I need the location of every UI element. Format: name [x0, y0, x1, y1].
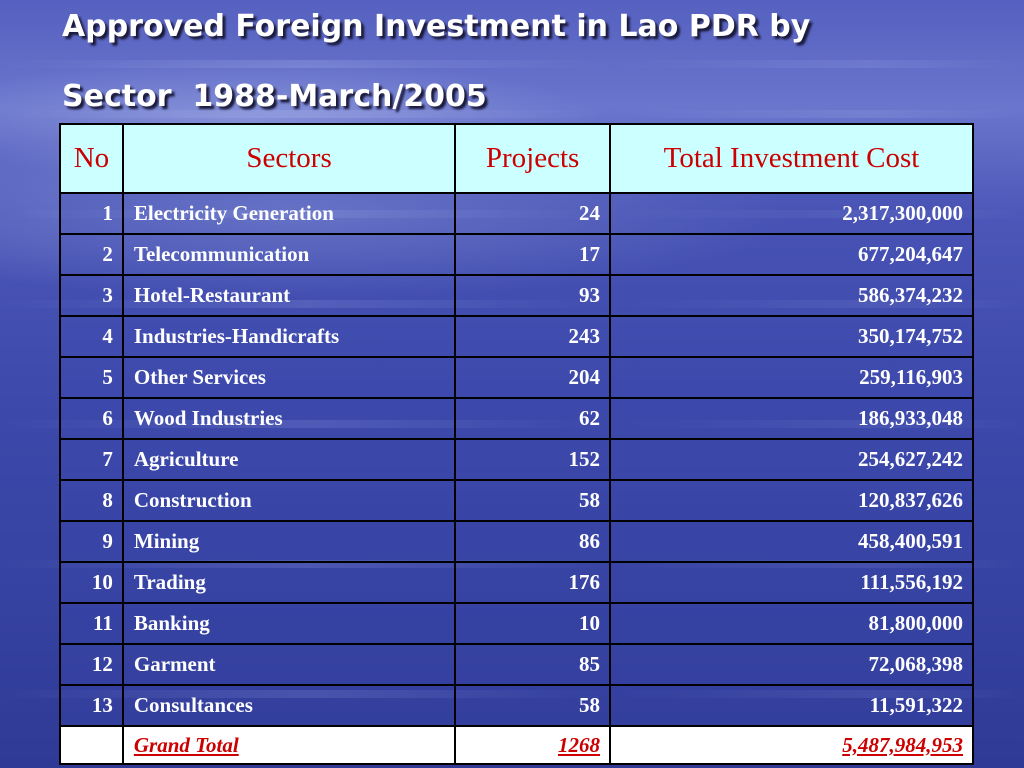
row-cost: 586,374,232: [608, 274, 975, 317]
row-sector: Industries-Handicrafts: [121, 315, 457, 358]
row-projects: 17: [454, 233, 611, 276]
table-row: 13 Consultances 58 11,591,322: [59, 684, 975, 727]
row-cost: 81,800,000: [608, 602, 975, 645]
grand-total-no: [59, 725, 124, 765]
row-no: 10: [59, 561, 124, 604]
table-row: 4 Industries-Handicrafts 243 350,174,752: [59, 315, 975, 358]
grand-total-cost: 5,487,984,953: [608, 725, 975, 765]
row-projects: 10: [454, 602, 611, 645]
table-row: 9 Mining 86 458,400,591: [59, 520, 975, 563]
investment-table: No Sectors Projects Total Investment Cos…: [59, 123, 975, 765]
row-sector: Trading: [121, 561, 457, 604]
table-header-row: No Sectors Projects Total Investment Cos…: [59, 123, 975, 194]
row-cost: 72,068,398: [608, 643, 975, 686]
table-row: 11 Banking 10 81,800,000: [59, 602, 975, 645]
row-cost: 458,400,591: [608, 520, 975, 563]
row-no: 5: [59, 356, 124, 399]
row-projects: 152: [454, 438, 611, 481]
grand-total-row: Grand Total 1268 5,487,984,953: [59, 725, 975, 765]
table-row: 3 Hotel-Restaurant 93 586,374,232: [59, 274, 975, 317]
row-projects: 58: [454, 479, 611, 522]
table-row: 6 Wood Industries 62 186,933,048: [59, 397, 975, 440]
row-projects: 243: [454, 315, 611, 358]
table-row: 2 Telecommunication 17 677,204,647: [59, 233, 975, 276]
header-projects: Projects: [454, 123, 611, 194]
row-cost: 254,627,242: [608, 438, 975, 481]
row-sector: Wood Industries: [121, 397, 457, 440]
row-cost: 11,591,322: [608, 684, 975, 727]
row-projects: 62: [454, 397, 611, 440]
row-sector: Consultances: [121, 684, 457, 727]
slide-title-line2: Sector 1988-March/2005: [62, 79, 487, 114]
row-cost: 677,204,647: [608, 233, 975, 276]
row-no: 4: [59, 315, 124, 358]
grand-total-projects: 1268: [454, 725, 611, 765]
row-no: 8: [59, 479, 124, 522]
header-total-investment-cost: Total Investment Cost: [608, 123, 975, 194]
row-sector: Mining: [121, 520, 457, 563]
row-no: 1: [59, 192, 124, 235]
row-no: 3: [59, 274, 124, 317]
table-row: 7 Agriculture 152 254,627,242: [59, 438, 975, 481]
row-sector: Construction: [121, 479, 457, 522]
row-projects: 24: [454, 192, 611, 235]
row-no: 7: [59, 438, 124, 481]
row-projects: 86: [454, 520, 611, 563]
row-cost: 350,174,752: [608, 315, 975, 358]
row-cost: 186,933,048: [608, 397, 975, 440]
row-sector: Banking: [121, 602, 457, 645]
row-no: 13: [59, 684, 124, 727]
row-projects: 204: [454, 356, 611, 399]
row-no: 12: [59, 643, 124, 686]
row-no: 11: [59, 602, 124, 645]
row-no: 6: [59, 397, 124, 440]
table-body: 1 Electricity Generation 24 2,317,300,000 2 T…: [59, 192, 975, 727]
row-sector: Agriculture: [121, 438, 457, 481]
table-row: 8 Construction 58 120,837,626: [59, 479, 975, 522]
table-row: 10 Trading 176 111,556,192: [59, 561, 975, 604]
slide-title-line1: Approved Foreign Investment in Lao PDR b…: [62, 9, 811, 44]
row-sector: Hotel-Restaurant: [121, 274, 457, 317]
row-sector: Garment: [121, 643, 457, 686]
table-row: 1 Electricity Generation 24 2,317,300,000: [59, 192, 975, 235]
table-row: 5 Other Services 204 259,116,903: [59, 356, 975, 399]
row-sector: Telecommunication: [121, 233, 457, 276]
row-projects: 176: [454, 561, 611, 604]
row-cost: 259,116,903: [608, 356, 975, 399]
row-sector: Electricity Generation: [121, 192, 457, 235]
row-projects: 58: [454, 684, 611, 727]
grand-total-label: Grand Total: [121, 725, 457, 765]
row-cost: 2,317,300,000: [608, 192, 975, 235]
row-projects: 93: [454, 274, 611, 317]
table-row: 12 Garment 85 72,068,398: [59, 643, 975, 686]
row-projects: 85: [454, 643, 611, 686]
row-sector: Other Services: [121, 356, 457, 399]
row-cost: 111,556,192: [608, 561, 975, 604]
row-no: 9: [59, 520, 124, 563]
row-cost: 120,837,626: [608, 479, 975, 522]
header-sectors: Sectors: [121, 123, 457, 194]
row-no: 2: [59, 233, 124, 276]
header-no: No: [59, 123, 124, 194]
